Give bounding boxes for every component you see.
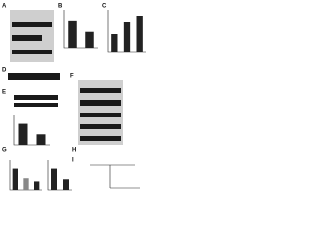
panel-label: H (72, 148, 76, 154)
bar (51, 168, 57, 190)
bar (12, 168, 18, 190)
blot-e (14, 103, 58, 107)
bar (68, 20, 77, 48)
band (80, 88, 121, 93)
page: {"panels": [ {"label": "A"}, {"label": "… (0, 0, 150, 195)
panel-label: A (2, 4, 7, 10)
panel-label: E (2, 90, 6, 96)
bar (63, 179, 69, 190)
panel-label: B (58, 4, 63, 10)
band (80, 124, 121, 129)
band (80, 136, 121, 141)
blot-d (8, 73, 60, 80)
bar (23, 178, 29, 190)
bar (123, 22, 131, 52)
panel-label: G (2, 148, 7, 154)
bar (136, 16, 143, 52)
bar (85, 31, 94, 48)
band (12, 22, 52, 27)
panel-label: C (102, 4, 107, 10)
bar (111, 34, 118, 52)
band (80, 113, 121, 117)
panel-label: F (70, 74, 74, 80)
axis (107, 10, 146, 53)
band (12, 35, 42, 41)
figure: A B C D E F G HI (2, 4, 146, 191)
axis (9, 160, 42, 191)
panel-label: D (2, 68, 7, 74)
blot-e (14, 95, 58, 100)
band (80, 100, 121, 106)
bar (18, 123, 28, 145)
bar (34, 181, 40, 190)
panel-label: I (72, 158, 74, 164)
bar (36, 134, 46, 145)
band (12, 50, 52, 54)
